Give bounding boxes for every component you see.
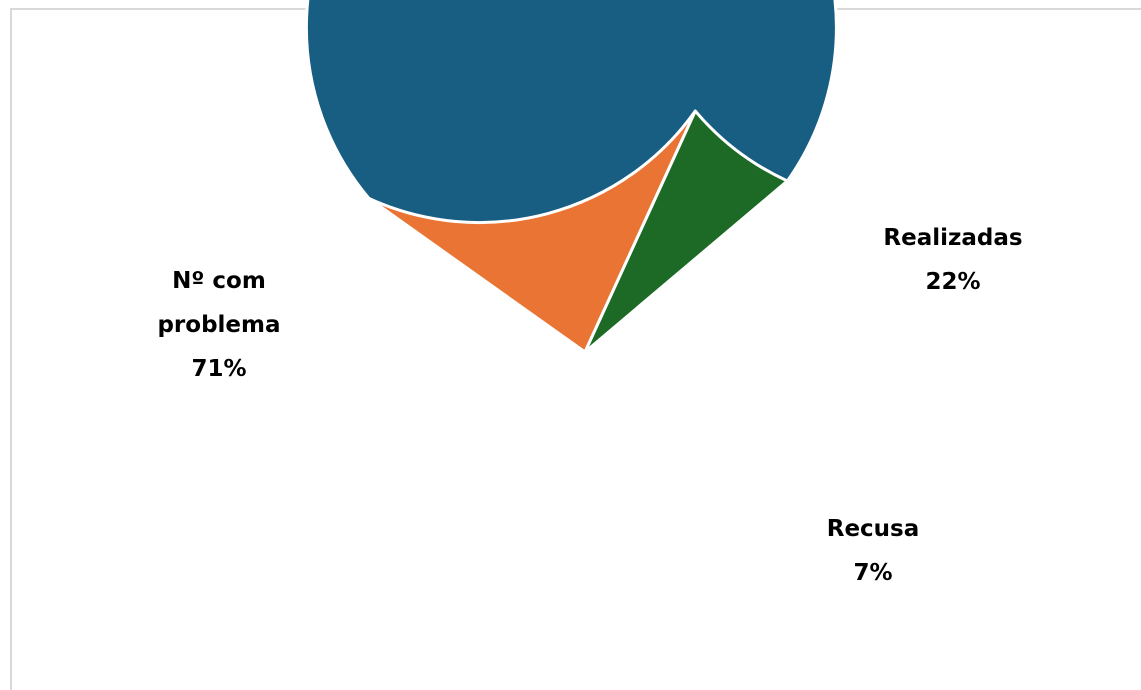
- slice-category-label: Realizadas: [883, 225, 1022, 251]
- data-label-2: Recusa 7%: [827, 516, 920, 586]
- slice-category-label: Nº com: [172, 268, 266, 294]
- data-label-1: Realizadas 22%: [883, 225, 1022, 295]
- pie-slice-0: [304, 0, 838, 354]
- slice-category-label: problema: [157, 312, 280, 338]
- slice-value-label: 7%: [853, 560, 892, 586]
- slice-value-label: 22%: [925, 269, 980, 295]
- pie-slice-2: [583, 109, 789, 354]
- pie-slice-1: [367, 109, 697, 354]
- slice-category-label: Recusa: [827, 516, 920, 542]
- slice-value-label: 71%: [191, 356, 246, 382]
- data-label-0: Nº com problema 71%: [157, 268, 280, 382]
